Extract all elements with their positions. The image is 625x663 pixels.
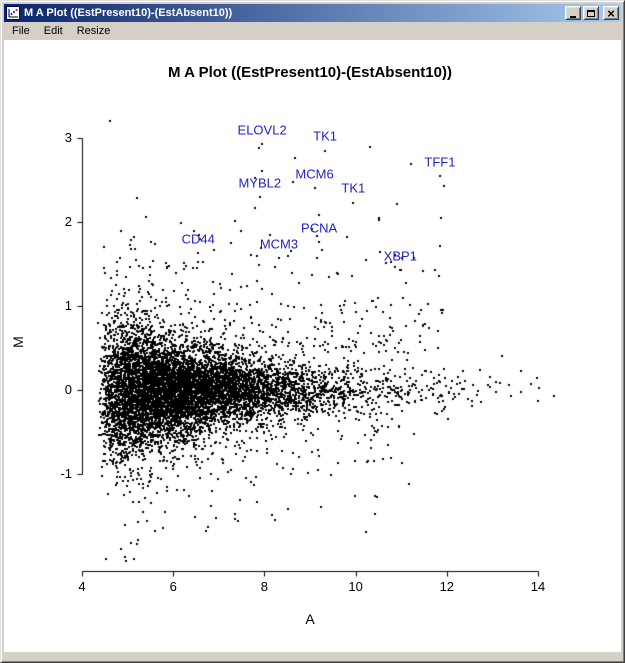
x-tick-label-6: 6	[169, 579, 177, 594]
menu-file[interactable]: File	[12, 25, 30, 37]
menu-resize[interactable]: Resize	[76, 25, 111, 37]
minimize-icon	[570, 15, 576, 18]
gene-label-TK1: TK1	[313, 128, 337, 144]
close-button[interactable]: ×	[603, 6, 619, 20]
window-title: M A Plot ((EstPresent10)-(EstAbsent10))	[24, 7, 233, 19]
y-tick-label-1: 1	[64, 298, 72, 313]
gene-label-MYBL2: MYBL2	[238, 175, 282, 191]
plot-title: M A Plot ((EstPresent10)-(EstAbsent10))	[168, 64, 452, 81]
maximize-button[interactable]	[583, 6, 599, 20]
x-axis-label: A	[305, 611, 315, 627]
gene-label-TK1: TK1	[341, 180, 366, 196]
y-tick-label--1: -1	[60, 466, 72, 481]
menubar: File Edit Resize	[4, 22, 621, 40]
y-axis-label: M	[9, 336, 26, 348]
close-icon: ×	[607, 5, 615, 21]
y-tick-label-3: 3	[64, 130, 72, 145]
gene-label-CD44: CD44	[181, 231, 215, 247]
window-icon	[6, 6, 20, 20]
plot-device: M A Plot ((EstPresent10)-(EstAbsent10)) …	[4, 40, 621, 652]
y-tick-label-2: 2	[64, 214, 72, 229]
gene-label-MCM3: MCM3	[259, 236, 299, 252]
x-tick-label-8: 8	[260, 579, 269, 594]
y-tick-label-0: 0	[64, 382, 72, 397]
gene-label-MCM6: MCM6	[295, 166, 334, 182]
gene-label-PCNA: PCNA	[301, 220, 338, 236]
x-tick-label-10: 10	[348, 579, 363, 594]
maximize-icon	[587, 9, 595, 17]
minimize-button[interactable]	[565, 6, 581, 20]
x-tick-label-14: 14	[530, 579, 546, 594]
titlebar[interactable]: M A Plot ((EstPresent10)-(EstAbsent10)) …	[4, 4, 621, 22]
gene-label-XBP1: XBP1	[383, 248, 417, 264]
gene-label-ELOVL2: ELOVL2	[237, 122, 287, 138]
x-tick-label-4: 4	[78, 579, 86, 594]
window-controls: ×	[565, 6, 619, 20]
x-tick-label-12: 12	[439, 579, 455, 594]
scatter-canvas	[4, 40, 621, 652]
menu-edit[interactable]: Edit	[43, 25, 63, 37]
gene-label-TFF1: TFF1	[424, 154, 456, 170]
